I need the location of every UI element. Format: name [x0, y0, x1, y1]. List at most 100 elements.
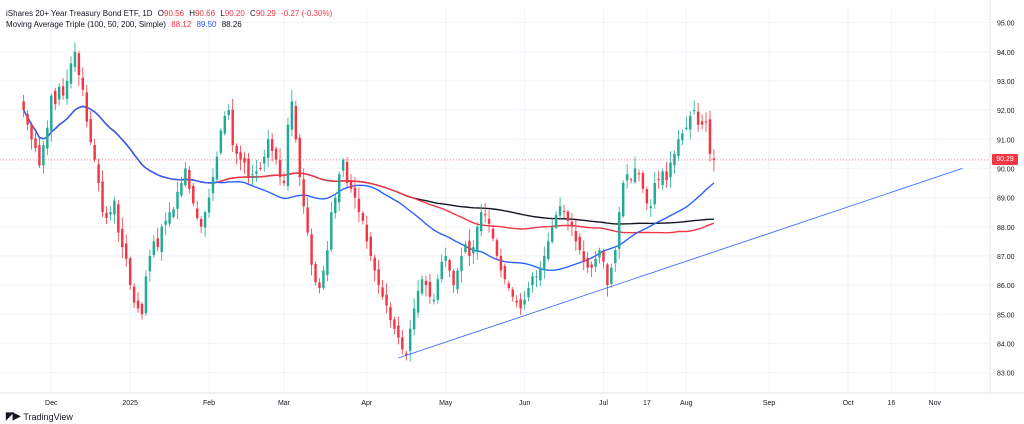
brand-name: TradingView: [23, 411, 73, 422]
candle-body: [381, 287, 384, 297]
candle-body: [708, 119, 712, 154]
x-tick-label: Apr: [361, 400, 373, 407]
candle-body: [282, 180, 286, 183]
candle-body: [97, 164, 100, 183]
last-price-tag: 90.29: [992, 154, 1018, 166]
candle-body: [341, 159, 345, 171]
candle-body: [259, 167, 262, 169]
symbol-legend: iShares 20+ Year Treasury Bond ETF, 1D O…: [6, 9, 333, 18]
candle-body: [511, 289, 514, 297]
candle-body: [101, 181, 104, 213]
y-tick-label: 87.00: [997, 254, 1015, 261]
x-tick-label: Aug: [680, 400, 693, 407]
candle-body: [34, 138, 37, 148]
x-tick-label: Jun: [519, 400, 530, 407]
candle-body: [42, 145, 45, 166]
candle-body: [109, 212, 112, 215]
x-tick-label: May: [439, 400, 453, 407]
candle-body: [479, 212, 483, 232]
candle-body: [263, 156, 266, 164]
y-tick-label: 91.00: [997, 137, 1015, 144]
candle-body: [661, 171, 664, 186]
candle-body: [168, 212, 171, 224]
candle-body: [361, 213, 365, 221]
candle-body: [61, 86, 65, 96]
ma100-line: [23, 105, 715, 234]
high-label: H: [189, 9, 196, 18]
candle-body: [152, 241, 156, 256]
candle-body: [696, 111, 700, 125]
candle-body: [704, 121, 708, 123]
candle-body: [219, 130, 223, 153]
candle-body: [322, 270, 325, 288]
candle-body: [570, 221, 574, 227]
candle-body: [515, 300, 518, 303]
ma50-value: 89.50: [196, 20, 217, 29]
y-tick-label: 86.00: [997, 283, 1015, 290]
candle-body: [633, 168, 637, 183]
candle-body: [527, 288, 530, 298]
y-tick-label: 92.00: [997, 108, 1015, 115]
candle-body: [531, 276, 534, 286]
candle-body: [657, 179, 660, 181]
candle-body: [629, 179, 633, 181]
candle-body: [507, 283, 511, 288]
candle-body: [649, 206, 653, 209]
candle-body: [223, 115, 227, 134]
indicator-legend: Moving Average Triple (100, 50, 200, Sim…: [6, 20, 242, 29]
tradingview-brand[interactable]: ◤▶ TradingView: [6, 411, 73, 422]
candle-body: [456, 270, 459, 290]
candle-body: [416, 290, 420, 313]
candle-body: [349, 180, 353, 189]
candle-body: [203, 212, 207, 228]
y-tick-label: 93.00: [997, 79, 1015, 86]
candle-body: [685, 127, 688, 130]
candle-body: [255, 171, 258, 174]
candle-body: [535, 276, 538, 278]
candle-body: [700, 121, 704, 125]
candle-body: [468, 240, 471, 256]
candle-body: [408, 328, 412, 351]
candle-body: [215, 156, 219, 180]
ma200-value: 88.26: [221, 20, 242, 29]
candle-body: [436, 279, 440, 300]
candle-body: [266, 139, 270, 158]
candle-body: [558, 206, 562, 216]
candle-body: [598, 250, 601, 258]
candle-body: [180, 183, 183, 196]
candle-body: [377, 269, 380, 286]
axes: 83.00 84.00 85.00 86.00 87.00 88.00 89.00 90.00…: [0, 0, 1024, 407]
candle-body: [677, 139, 680, 156]
tradingview-logo-icon: ◤▶: [6, 411, 20, 422]
candle-body: [543, 255, 546, 271]
candle-body: [188, 169, 191, 189]
candle-body: [290, 101, 294, 130]
candle-body: [669, 162, 672, 178]
candle-body: [523, 299, 526, 305]
candle-body: [353, 187, 357, 198]
candle-body: [487, 218, 491, 224]
candle-body: [712, 158, 716, 160]
candle-body: [132, 286, 136, 303]
candle-body: [405, 353, 408, 356]
candle-body: [136, 300, 140, 309]
candle-body: [128, 258, 132, 286]
candle-body: [26, 114, 29, 125]
candle-body: [681, 133, 684, 141]
y-tick-label: 84.00: [997, 341, 1015, 348]
y-tick-label: 85.00: [997, 312, 1015, 319]
candle-body: [160, 226, 163, 253]
candle-body: [582, 251, 585, 262]
candle-body: [314, 263, 317, 283]
candle-body: [337, 174, 341, 203]
candle-body: [239, 152, 242, 160]
candle-body: [235, 145, 238, 154]
candle-body: [590, 264, 593, 268]
candle-body: [30, 124, 33, 140]
close-value: 90.29: [255, 9, 276, 18]
candle-body: [673, 153, 676, 166]
x-tick-label: Feb: [203, 400, 215, 407]
candle-body: [310, 234, 313, 265]
candle-body: [294, 106, 298, 140]
